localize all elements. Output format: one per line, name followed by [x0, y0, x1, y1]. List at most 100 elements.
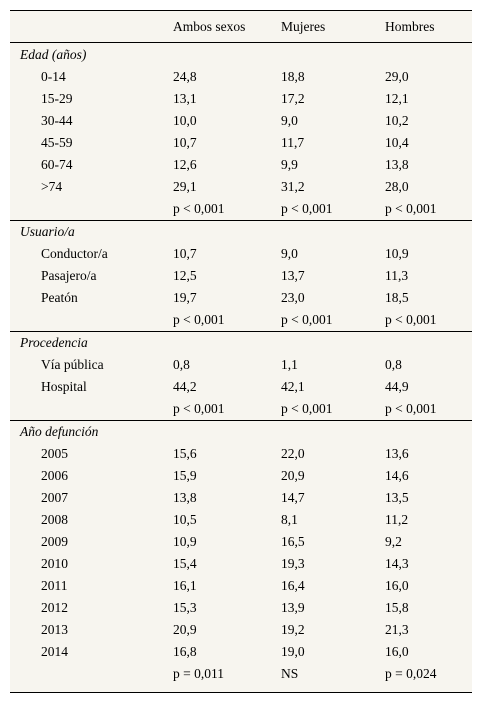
- value-hombres: 13,5: [385, 490, 409, 505]
- table-row: 2007 13,8 14,7 13,5: [10, 487, 472, 509]
- pvalue-row: p = 0,011 NS p = 0,024: [10, 663, 472, 685]
- pvalue-empty-cell: [10, 398, 173, 421]
- value-hombres: 28,0: [385, 179, 409, 194]
- value-mujeres: 23,0: [281, 290, 305, 305]
- value-hombres: 16,0: [385, 578, 409, 593]
- value-mujeres: 16,4: [281, 578, 305, 593]
- table-row: 0-14 24,8 18,8 29,0: [10, 66, 472, 88]
- value-mujeres: 17,2: [281, 91, 305, 106]
- value-ambos-sexos: 44,2: [173, 379, 197, 394]
- value-mujeres: 13,9: [281, 600, 305, 615]
- value-hombres: 14,6: [385, 468, 409, 483]
- value-mujeres: 18,8: [281, 69, 305, 84]
- table-row: 2009 10,9 16,5 9,2: [10, 531, 472, 553]
- value-ambos-sexos: 16,1: [173, 578, 197, 593]
- pvalue-row: p < 0,001 p < 0,001 p < 0,001: [10, 198, 472, 221]
- value-mujeres: 9,0: [281, 246, 298, 261]
- value-hombres: 29,0: [385, 69, 409, 84]
- value-mujeres: 31,2: [281, 179, 305, 194]
- table-row: 2011 16,1 16,4 16,0: [10, 575, 472, 597]
- value-ambos-sexos: 15,4: [173, 556, 197, 571]
- value-hombres: 11,3: [385, 268, 409, 283]
- value-mujeres: 19,0: [281, 644, 305, 659]
- value-hombres: 21,3: [385, 622, 409, 637]
- table-row: Conductor/a 10,7 9,0 10,9: [10, 243, 472, 265]
- pvalue-hombres: p < 0,001: [385, 201, 437, 216]
- value-mujeres: 19,2: [281, 622, 305, 637]
- pvalue-hombres: p = 0,024: [385, 666, 437, 681]
- value-mujeres: 1,1: [281, 357, 298, 372]
- row-label: 45-59: [41, 135, 73, 150]
- value-ambos-sexos: 10,0: [173, 113, 197, 128]
- value-ambos-sexos: 29,1: [173, 179, 197, 194]
- value-mujeres: 13,7: [281, 268, 305, 283]
- pvalue-ambos-sexos: p < 0,001: [173, 312, 225, 327]
- value-hombres: 18,5: [385, 290, 409, 305]
- value-hombres: 16,0: [385, 644, 409, 659]
- value-mujeres: 9,0: [281, 113, 298, 128]
- value-hombres: 11,2: [385, 512, 409, 527]
- table-row: 60-74 12,6 9,9 13,8: [10, 154, 472, 176]
- pvalue-empty-cell: [10, 198, 173, 221]
- table-row: Hospital 44,2 42,1 44,9: [10, 376, 472, 398]
- value-hombres: 14,3: [385, 556, 409, 571]
- pvalue-empty-cell: [10, 309, 173, 332]
- pvalue-row: p < 0,001 p < 0,001 p < 0,001: [10, 398, 472, 421]
- value-ambos-sexos: 10,9: [173, 534, 197, 549]
- value-mujeres: 22,0: [281, 446, 305, 461]
- section-title: Procedencia: [10, 331, 472, 354]
- row-label: 15-29: [41, 91, 73, 106]
- header-row: Ambos sexos Mujeres Hombres: [10, 11, 472, 43]
- value-ambos-sexos: 10,7: [173, 135, 197, 150]
- row-label: 60-74: [41, 157, 73, 172]
- row-label: 2012: [41, 600, 68, 615]
- value-hombres: 0,8: [385, 357, 402, 372]
- table-row: 2005 15,6 22,0 13,6: [10, 443, 472, 465]
- value-ambos-sexos: 19,7: [173, 290, 197, 305]
- table-row: 2006 15,9 20,9 14,6: [10, 465, 472, 487]
- value-ambos-sexos: 20,9: [173, 622, 197, 637]
- row-label: 2005: [41, 446, 68, 461]
- row-label: 2007: [41, 490, 68, 505]
- value-ambos-sexos: 13,8: [173, 490, 197, 505]
- row-label: 2009: [41, 534, 68, 549]
- value-hombres: 13,6: [385, 446, 409, 461]
- row-label: 30-44: [41, 113, 73, 128]
- row-label: 2010: [41, 556, 68, 571]
- value-mujeres: 14,7: [281, 490, 305, 505]
- pvalue-hombres: p < 0,001: [385, 401, 437, 416]
- row-label: Peatón: [41, 290, 78, 305]
- pvalue-row: p < 0,001 p < 0,001 p < 0,001: [10, 309, 472, 332]
- value-hombres: 9,2: [385, 534, 402, 549]
- row-label: 2013: [41, 622, 68, 637]
- row-label: Conductor/a: [41, 246, 108, 261]
- value-hombres: 10,9: [385, 246, 409, 261]
- value-mujeres: 20,9: [281, 468, 305, 483]
- row-label: >74: [41, 179, 63, 194]
- value-ambos-sexos: 24,8: [173, 69, 197, 84]
- pvalue-mujeres: p < 0,001: [281, 201, 333, 216]
- section-title: Usuario/a: [10, 220, 472, 243]
- value-hombres: 10,2: [385, 113, 409, 128]
- value-ambos-sexos: 0,8: [173, 357, 190, 372]
- table-row: Peatón 19,7 23,0 18,5: [10, 287, 472, 309]
- value-hombres: 12,1: [385, 91, 409, 106]
- pvalue-mujeres: NS: [281, 666, 299, 681]
- pvalue-empty-cell: [10, 663, 173, 685]
- table-row: 2013 20,9 19,2 21,3: [10, 619, 472, 641]
- value-ambos-sexos: 13,1: [173, 91, 197, 106]
- row-label: Vía pública: [41, 357, 104, 372]
- value-mujeres: 9,9: [281, 157, 298, 172]
- value-ambos-sexos: 12,6: [173, 157, 197, 172]
- value-mujeres: 11,7: [281, 135, 305, 150]
- row-label: 0-14: [41, 69, 66, 84]
- value-ambos-sexos: 12,5: [173, 268, 197, 283]
- value-hombres: 15,8: [385, 600, 409, 615]
- value-hombres: 44,9: [385, 379, 409, 394]
- section-header-row: Edad (años): [10, 43, 472, 67]
- table-row: 15-29 13,1 17,2 12,1: [10, 88, 472, 110]
- value-mujeres: 8,1: [281, 512, 298, 527]
- value-mujeres: 42,1: [281, 379, 305, 394]
- value-ambos-sexos: 15,3: [173, 600, 197, 615]
- section-header-row: Usuario/a: [10, 220, 472, 243]
